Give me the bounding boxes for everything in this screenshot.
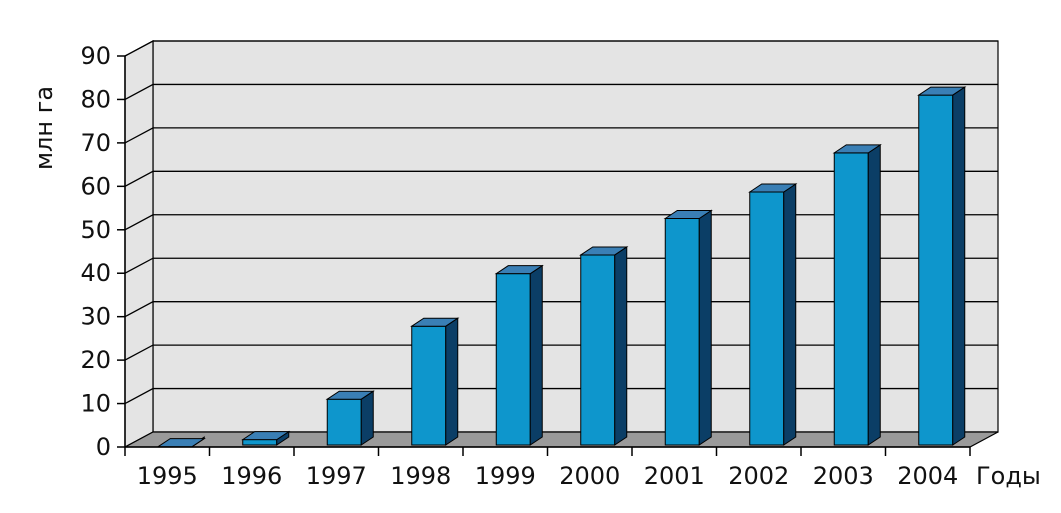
gridline: [124, 170, 998, 187]
bar-front: [664, 217, 700, 446]
bar-2002: [748, 183, 798, 446]
y-tick-label: 80: [80, 85, 111, 113]
x-tick-label: 2002: [728, 462, 789, 490]
x-tick-label: 1995: [137, 462, 198, 490]
gridline: [124, 301, 998, 318]
y-tick-label: 50: [80, 216, 111, 244]
bar-1998: [410, 317, 460, 446]
bar-side: [952, 86, 966, 446]
y-tick-label: 20: [80, 346, 111, 374]
y-tick-label: 40: [80, 259, 111, 287]
bar-top: [494, 265, 544, 275]
gridlines: [124, 40, 998, 405]
axes: [117, 55, 971, 456]
bar-side: [529, 264, 543, 446]
bar-top: [832, 144, 882, 154]
bar-1997: [325, 390, 375, 446]
bar-top: [156, 438, 206, 448]
bar-front: [495, 273, 531, 446]
x-tick-label: 1999: [475, 462, 536, 490]
bars: [156, 86, 967, 448]
x-axis-label: Годы: [976, 462, 1041, 490]
bar-side: [614, 246, 628, 446]
bar-top: [748, 183, 798, 193]
y-axis-label: млн га: [30, 86, 58, 170]
bar-front: [326, 398, 362, 446]
y-tick-label: 70: [80, 129, 111, 157]
gridline: [124, 83, 998, 101]
bar-side: [867, 143, 881, 446]
y-tick-label: 0: [96, 433, 111, 461]
bar-side: [698, 209, 712, 446]
bar-top: [241, 431, 291, 441]
bar-front: [833, 152, 869, 446]
bar-side: [445, 317, 459, 446]
x-tick-labels: 1995 1996 1997 1998 1999 2000 2001 2002 2003 2004: [137, 462, 959, 490]
bar-front: [918, 94, 954, 446]
gridline: [124, 344, 998, 361]
bar-top: [917, 86, 967, 96]
bar-1999: [494, 264, 544, 446]
y-tick-label: 90: [80, 42, 111, 70]
bar-2004: [917, 86, 967, 446]
y-tick-label: 10: [80, 390, 111, 418]
x-tick-label: 1996: [221, 462, 282, 490]
gridline: [124, 387, 998, 405]
x-tick-label: 1997: [306, 462, 367, 490]
x-tick-label: 2001: [644, 462, 705, 490]
gridline: [124, 257, 998, 274]
x-tick-label: 2004: [897, 462, 958, 490]
bar-side: [360, 390, 374, 446]
x-tick-label: 2000: [559, 462, 620, 490]
x-tick-label: 1998: [390, 462, 451, 490]
bar-2000: [579, 246, 629, 446]
bar-front: [242, 439, 278, 446]
bar-top: [410, 317, 460, 327]
bar-2001: [663, 209, 713, 446]
bar-top: [325, 390, 375, 400]
bar-1996: [241, 430, 291, 446]
side-wall: [124, 39, 154, 449]
bar-front: [749, 191, 785, 446]
x-tick-label: 2003: [813, 462, 874, 490]
gridline: [124, 127, 998, 144]
y-tick-label: 30: [80, 303, 111, 331]
bar-side: [783, 183, 797, 446]
bar-1995: [156, 436, 206, 448]
bar-front: [580, 254, 616, 446]
bar-front: [411, 325, 447, 446]
y-tick-labels: 0 10 20 30 40 50 60 70 80 90: [80, 42, 111, 461]
gridline: [124, 214, 998, 231]
y-tick-label: 60: [80, 172, 111, 200]
gridline: [124, 40, 998, 57]
bar-top: [579, 246, 629, 256]
bar-top: [663, 209, 713, 219]
bar-2003: [832, 143, 882, 446]
